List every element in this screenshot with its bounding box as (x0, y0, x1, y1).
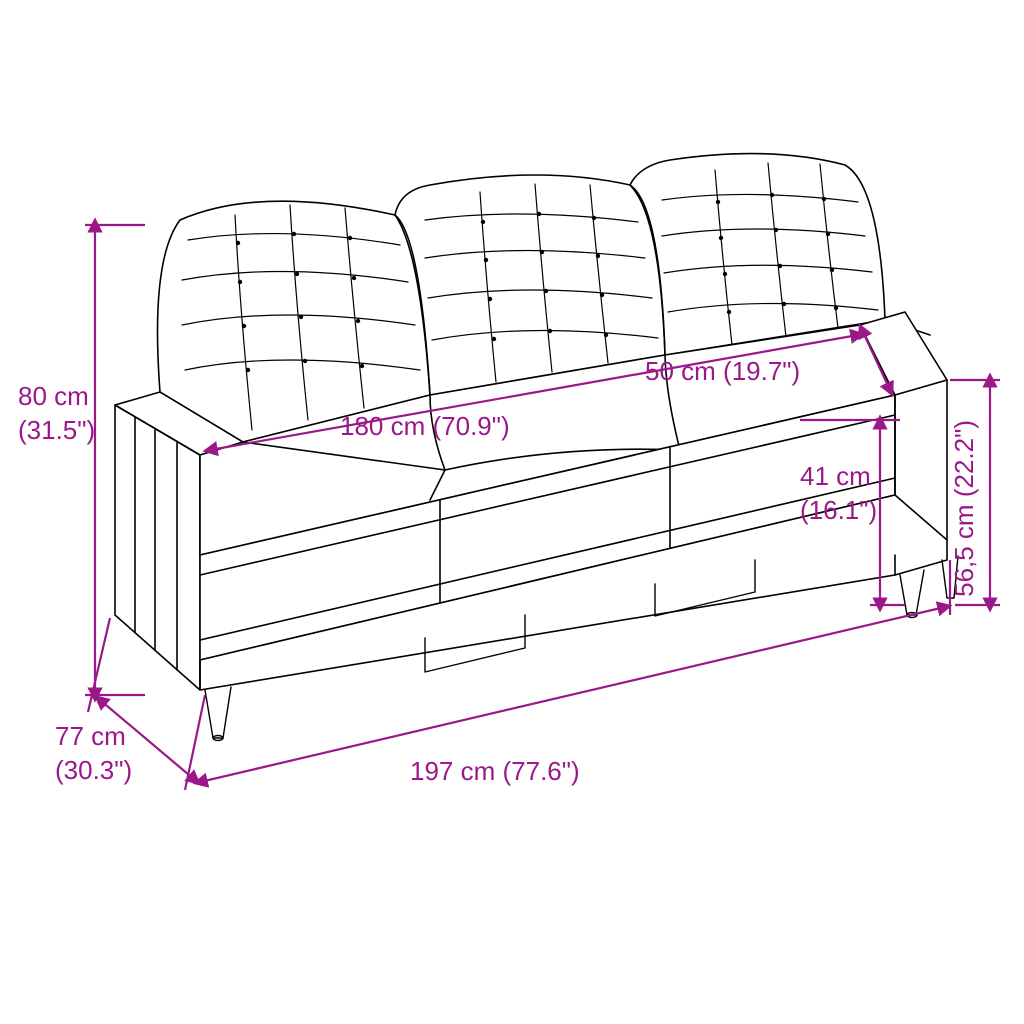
dim-arm-height: 56,5 cm (22.2") (950, 420, 980, 597)
sofa-drawing (115, 154, 958, 741)
dim-depth: 77 cm (30.3") (55, 720, 132, 788)
dim-seat-depth: 50 cm (19.7") (645, 355, 800, 389)
dim-total-width: 197 cm (77.6") (410, 755, 580, 789)
dim-seat-width: 180 cm (70.9") (340, 410, 510, 444)
dim-total-height: 80 cm (31.5") (18, 380, 95, 448)
dim-seat-height: 41 cm (16.1") (800, 460, 877, 528)
